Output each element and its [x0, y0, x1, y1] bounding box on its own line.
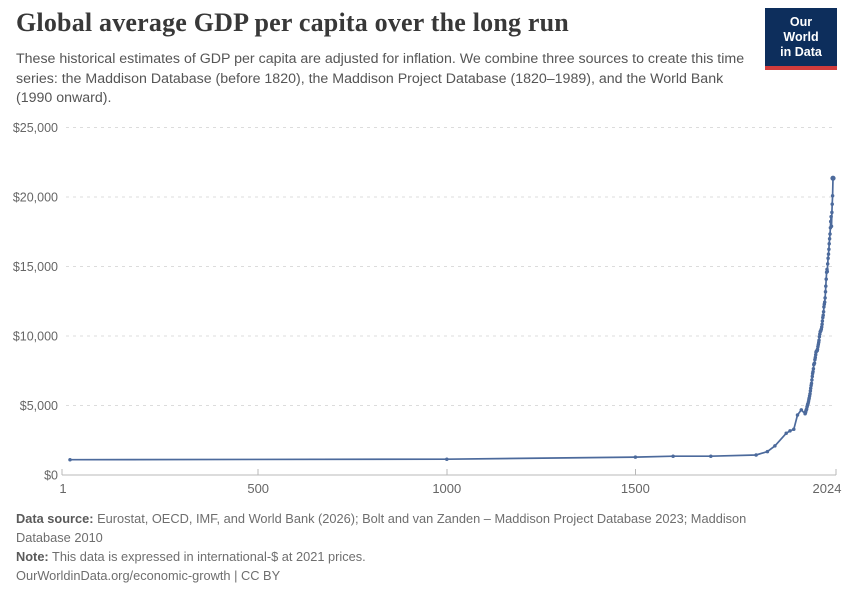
y-tick-label: $20,000	[13, 191, 58, 205]
x-tick-label: 500	[247, 481, 269, 496]
data-point	[709, 454, 713, 458]
x-axis: 1 500 1000 1500 2024	[59, 469, 841, 496]
data-source-line: Data source: Eurostat, OECD, IMF, and Wo…	[16, 509, 796, 547]
data-point	[826, 256, 830, 261]
data-point	[784, 431, 788, 436]
data-point	[827, 241, 831, 246]
data-point	[795, 413, 800, 417]
gdp-line	[69, 177, 834, 461]
data-point	[788, 429, 792, 433]
x-tick-label: 1500	[621, 481, 650, 496]
owid-logo[interactable]: Our World in Data	[765, 8, 837, 70]
data-point	[633, 455, 638, 459]
data-point	[828, 219, 833, 224]
data-point	[765, 449, 770, 454]
data-point	[754, 453, 758, 457]
data-point	[671, 454, 675, 458]
data-point	[820, 319, 825, 323]
data-point	[809, 381, 814, 386]
data-point	[808, 391, 812, 396]
y-axis-labels: $0 $5,000 $10,000 $15,000 $20,000 $25,000	[13, 121, 58, 483]
data-point	[813, 353, 818, 357]
data-point	[811, 366, 816, 371]
data-point	[808, 386, 813, 391]
data-point	[811, 369, 815, 374]
data-point	[792, 427, 796, 432]
data-point	[68, 457, 72, 462]
y-tick-label: $25,000	[13, 121, 58, 135]
note-text: This data is expressed in international-…	[48, 549, 366, 564]
x-tick-label: 1000	[432, 481, 461, 496]
data-point	[825, 262, 830, 266]
data-source-text: Eurostat, OECD, IMF, and World Bank (202…	[16, 511, 747, 545]
data-point	[810, 378, 814, 382]
data-point	[773, 444, 777, 448]
y-tick-label: $0	[44, 469, 58, 483]
y-gridlines	[66, 127, 836, 406]
data-source-label: Data source:	[16, 511, 94, 526]
data-point	[819, 325, 824, 329]
data-point	[815, 347, 820, 351]
chart-footer: Data source: Eurostat, OECD, IMF, and Wo…	[16, 509, 796, 585]
data-point	[817, 335, 822, 339]
owid-logo-line1: Our World	[783, 15, 819, 44]
data-point	[827, 237, 832, 241]
data-point	[817, 338, 821, 342]
data-point	[808, 389, 813, 393]
data-point	[826, 252, 831, 256]
note-label: Note:	[16, 549, 49, 564]
data-point	[813, 355, 818, 360]
data-point	[827, 247, 831, 252]
y-tick-label: $5,000	[20, 399, 58, 413]
data-point	[824, 277, 828, 281]
data-point	[830, 202, 834, 206]
data-point	[821, 313, 825, 318]
note-line: Note: This data is expressed in internat…	[16, 547, 796, 566]
data-point	[825, 269, 830, 274]
gdp-line-series[interactable]	[69, 177, 834, 461]
data-point	[822, 300, 827, 304]
y-tick-label: $10,000	[13, 330, 58, 344]
data-point	[830, 210, 834, 215]
data-point	[828, 232, 832, 236]
data-point	[812, 361, 817, 365]
x-tick-label: 2024	[813, 481, 842, 496]
data-point	[829, 224, 834, 228]
owid-logo-line2: in Data	[780, 45, 822, 59]
data-point	[445, 457, 449, 461]
data-point	[799, 408, 804, 412]
data-point	[824, 284, 828, 288]
data-point	[810, 374, 815, 379]
data-point	[822, 305, 826, 309]
owid-url-link[interactable]: OurWorldinData.org/economic-growth | CC …	[16, 568, 281, 583]
x-tick-label: 1	[59, 481, 66, 496]
data-point	[830, 193, 835, 198]
chart-subtitle: These historical estimates of GDP per ca…	[16, 51, 745, 106]
data-point	[823, 296, 827, 300]
data-point	[821, 310, 826, 314]
data-points	[68, 175, 836, 462]
y-tick-label: $15,000	[13, 260, 58, 274]
data-point	[829, 214, 833, 219]
data-point	[823, 289, 828, 294]
data-point	[830, 175, 836, 181]
attribution-line: OurWorldinData.org/economic-growth | CC …	[16, 566, 796, 585]
page-title: Global average GDP per capita over the l…	[16, 8, 569, 37]
data-point	[820, 322, 824, 327]
